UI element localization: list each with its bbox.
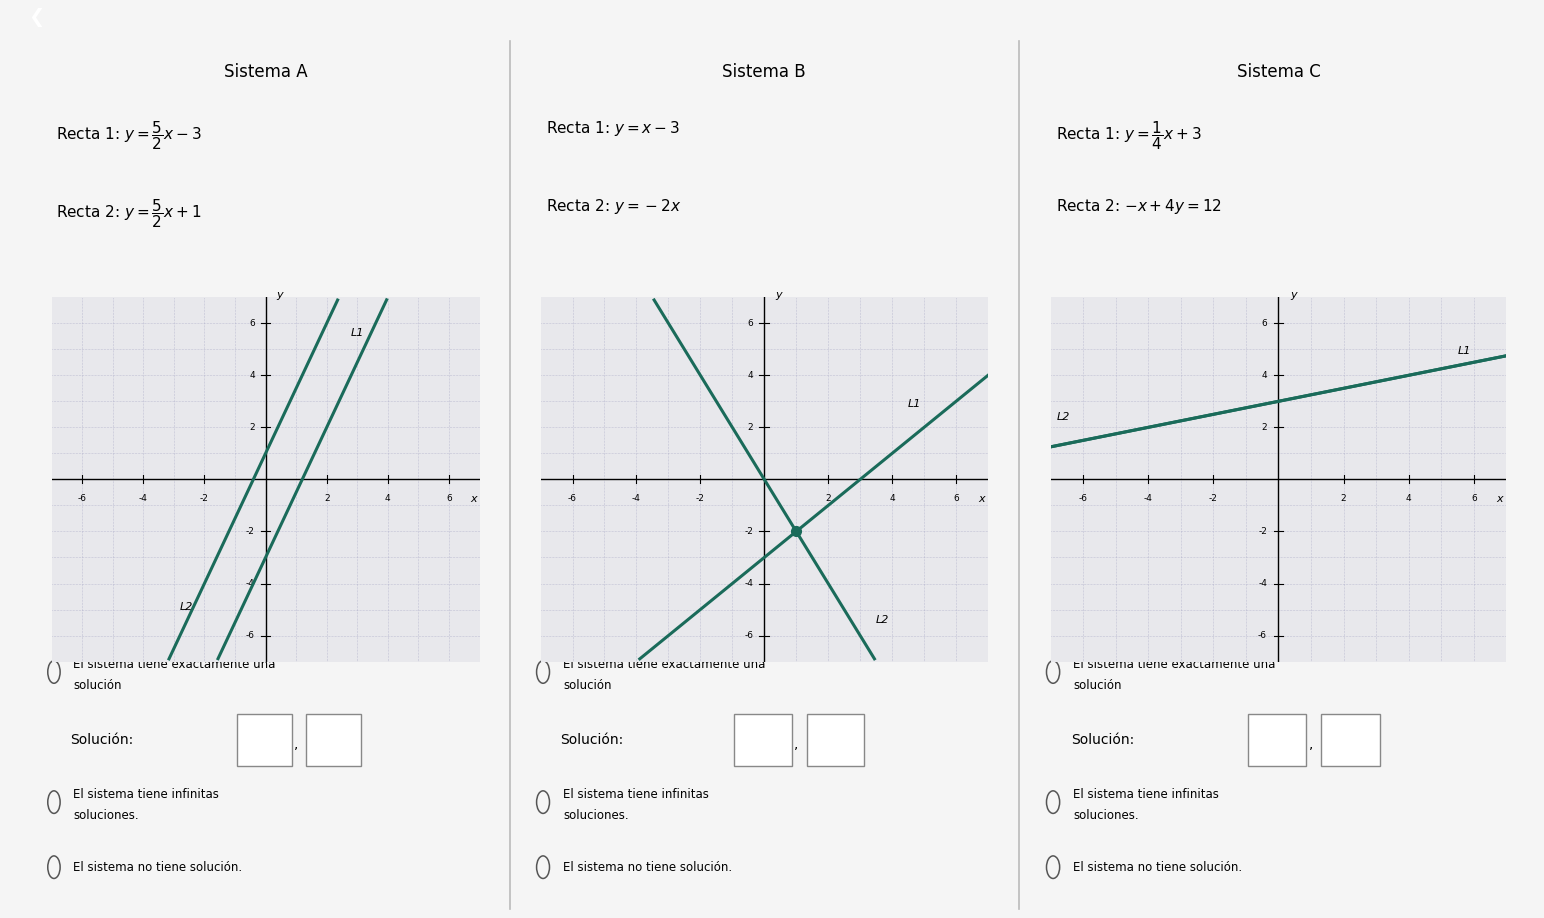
Text: 2: 2 xyxy=(249,423,255,431)
FancyBboxPatch shape xyxy=(306,713,361,766)
Text: -4: -4 xyxy=(1144,494,1153,503)
Text: Recta 2: $-x + 4y = 12$: Recta 2: $-x + 4y = 12$ xyxy=(1056,197,1221,217)
Text: Recta 2: $y = -2x$: Recta 2: $y = -2x$ xyxy=(545,197,681,217)
Text: -2: -2 xyxy=(696,494,704,503)
Text: soluciones.: soluciones. xyxy=(564,809,628,822)
Text: -2: -2 xyxy=(1209,494,1218,503)
Text: solución: solución xyxy=(1073,678,1122,691)
Text: L1: L1 xyxy=(1458,346,1471,356)
Text: L1: L1 xyxy=(350,329,364,338)
Text: -4: -4 xyxy=(744,579,753,588)
Text: -2: -2 xyxy=(201,494,208,503)
Text: ❮: ❮ xyxy=(28,8,45,27)
Text: y: y xyxy=(775,289,783,299)
Text: Solución:: Solución: xyxy=(71,733,134,746)
Text: soluciones.: soluciones. xyxy=(1073,809,1139,822)
Text: Recta 1: $y = \dfrac{5}{2}x - 3$: Recta 1: $y = \dfrac{5}{2}x - 3$ xyxy=(56,119,202,152)
Text: El sistema tiene exactamente una: El sistema tiene exactamente una xyxy=(564,657,766,671)
Text: -6: -6 xyxy=(744,631,753,640)
Text: L2: L2 xyxy=(1058,411,1070,421)
Text: El sistema no tiene solución.: El sistema no tiene solución. xyxy=(1073,861,1243,874)
Text: y: y xyxy=(276,289,283,299)
Text: solución: solución xyxy=(73,678,122,691)
Text: Recta 1: $y = \dfrac{1}{4}x + 3$: Recta 1: $y = \dfrac{1}{4}x + 3$ xyxy=(1056,119,1201,152)
Text: -2: -2 xyxy=(245,527,255,536)
Text: -6: -6 xyxy=(568,494,577,503)
Text: Solución:: Solución: xyxy=(560,733,624,746)
Text: El sistema tiene exactamente una: El sistema tiene exactamente una xyxy=(1073,657,1275,671)
Text: El sistema tiene infinitas: El sistema tiene infinitas xyxy=(1073,788,1220,800)
Text: -2: -2 xyxy=(744,527,753,536)
Text: 6: 6 xyxy=(1471,494,1476,503)
Text: L1: L1 xyxy=(908,398,922,409)
Text: 4: 4 xyxy=(889,494,896,503)
Text: El sistema no tiene solución.: El sistema no tiene solución. xyxy=(564,861,732,874)
Text: -6: -6 xyxy=(245,631,255,640)
Text: 4: 4 xyxy=(384,494,391,503)
FancyBboxPatch shape xyxy=(1248,713,1306,766)
Text: 6: 6 xyxy=(446,494,452,503)
FancyBboxPatch shape xyxy=(735,713,792,766)
Text: solución: solución xyxy=(564,678,611,691)
Text: Solución:: Solución: xyxy=(1072,733,1133,746)
Text: ,: , xyxy=(295,737,298,751)
Text: L2: L2 xyxy=(181,601,193,611)
Text: 2: 2 xyxy=(1261,423,1268,431)
Text: Sistema B: Sistema B xyxy=(723,63,806,81)
Text: 2: 2 xyxy=(826,494,831,503)
Text: -4: -4 xyxy=(139,494,148,503)
Text: 6: 6 xyxy=(953,494,959,503)
Text: El sistema tiene infinitas: El sistema tiene infinitas xyxy=(564,788,709,800)
Text: El sistema no tiene solución.: El sistema no tiene solución. xyxy=(73,861,242,874)
Text: ,: , xyxy=(1309,737,1314,751)
FancyBboxPatch shape xyxy=(238,713,292,766)
Text: y: y xyxy=(1289,289,1297,299)
Text: -6: -6 xyxy=(1258,631,1268,640)
Text: 6: 6 xyxy=(747,319,753,328)
Text: Sistema A: Sistema A xyxy=(224,63,307,81)
Text: 2: 2 xyxy=(324,494,329,503)
Text: soluciones.: soluciones. xyxy=(73,809,139,822)
Text: El sistema tiene exactamente una: El sistema tiene exactamente una xyxy=(73,657,275,671)
Text: -2: -2 xyxy=(1258,527,1268,536)
Text: 4: 4 xyxy=(747,371,753,380)
Text: -6: -6 xyxy=(1079,494,1087,503)
Text: 2: 2 xyxy=(747,423,753,431)
Text: Recta 1: $y = x - 3$: Recta 1: $y = x - 3$ xyxy=(545,119,679,139)
Text: -4: -4 xyxy=(1258,579,1268,588)
Text: 4: 4 xyxy=(1261,371,1268,380)
Text: El sistema tiene infinitas: El sistema tiene infinitas xyxy=(73,788,219,800)
Text: 2: 2 xyxy=(1340,494,1346,503)
Text: 4: 4 xyxy=(249,371,255,380)
Text: 6: 6 xyxy=(249,319,255,328)
Text: x: x xyxy=(979,494,985,504)
Text: x: x xyxy=(469,494,477,504)
Text: Recta 2: $y = \dfrac{5}{2}x + 1$: Recta 2: $y = \dfrac{5}{2}x + 1$ xyxy=(56,197,202,230)
Text: ,: , xyxy=(795,737,798,751)
Text: 6: 6 xyxy=(1261,319,1268,328)
FancyBboxPatch shape xyxy=(806,713,863,766)
Text: Sistema C: Sistema C xyxy=(1237,63,1320,81)
Text: -6: -6 xyxy=(77,494,86,503)
Text: -4: -4 xyxy=(631,494,641,503)
FancyBboxPatch shape xyxy=(1322,713,1380,766)
Text: L2: L2 xyxy=(875,614,889,624)
Text: -4: -4 xyxy=(245,579,255,588)
Text: x: x xyxy=(1496,494,1504,504)
Text: 4: 4 xyxy=(1407,494,1411,503)
